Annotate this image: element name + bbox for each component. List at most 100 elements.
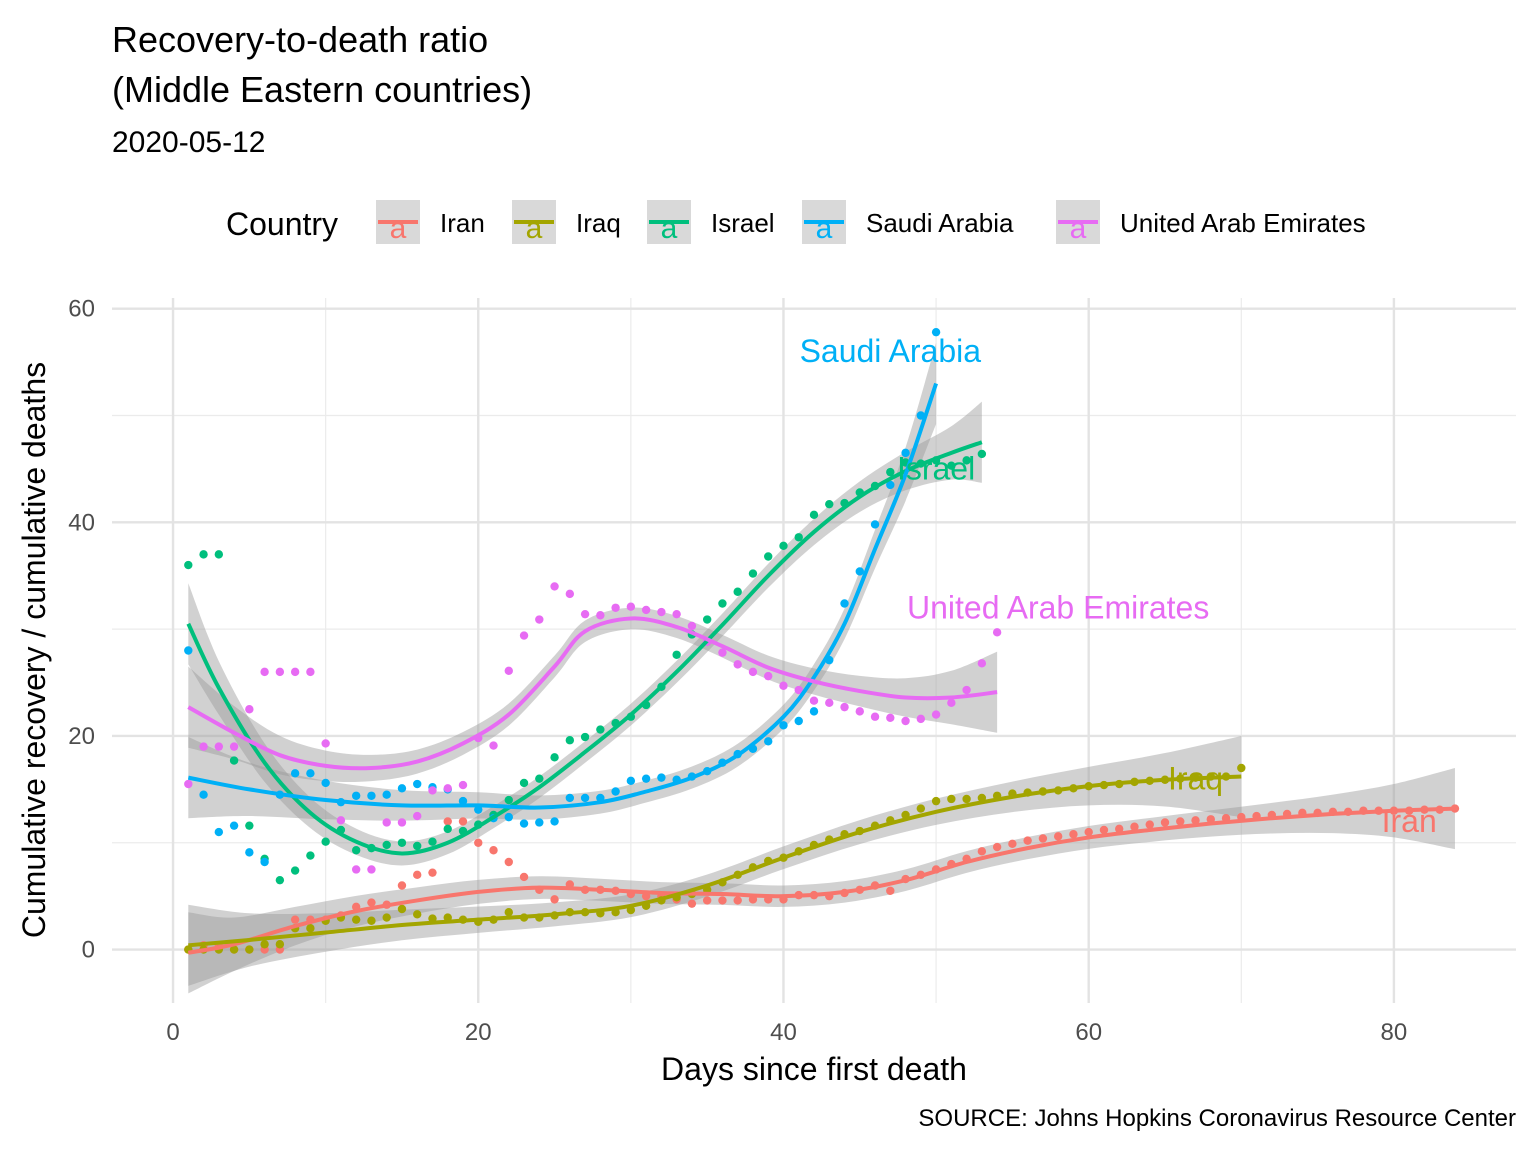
point-saudi-arabia: [809, 707, 819, 716]
point-united-arab-emirates: [535, 615, 544, 624]
point-united-arab-emirates: [657, 607, 666, 617]
point-israel: [535, 774, 544, 783]
point-united-arab-emirates: [397, 818, 407, 827]
point-iraq: [306, 924, 315, 933]
point-israel: [428, 837, 437, 846]
point-iraq: [260, 940, 269, 949]
point-iraq: [962, 794, 971, 804]
point-saudi-arabia: [474, 805, 483, 814]
point-united-arab-emirates: [596, 611, 605, 620]
point-iran: [687, 899, 697, 908]
point-israel: [519, 778, 529, 788]
legend-item-iraq: a Iraq: [512, 200, 621, 245]
point-iraq: [229, 945, 239, 954]
point-united-arab-emirates: [413, 811, 422, 821]
point-saudi-arabia: [260, 857, 269, 867]
x-tick-label: 40: [770, 1019, 797, 1046]
legend-key-glyph: a: [390, 212, 407, 245]
point-united-arab-emirates: [764, 671, 773, 681]
point-united-arab-emirates: [901, 716, 910, 726]
point-iraq: [245, 945, 254, 954]
legend-item-saudi-arabia: a Saudi Arabia: [802, 200, 1014, 245]
point-united-arab-emirates: [275, 667, 285, 677]
point-iran: [1145, 820, 1154, 829]
point-saudi-arabia: [245, 848, 254, 857]
point-israel: [718, 599, 727, 608]
point-saudi-arabia: [626, 776, 636, 786]
point-iran: [1053, 832, 1063, 841]
point-united-arab-emirates: [184, 779, 193, 789]
point-israel: [184, 560, 193, 570]
point-israel: [886, 467, 895, 477]
point-iran: [428, 868, 437, 877]
point-israel: [550, 753, 559, 762]
point-united-arab-emirates: [519, 631, 529, 640]
point-iran: [718, 896, 727, 905]
point-united-arab-emirates: [886, 713, 895, 722]
point-saudi-arabia: [886, 480, 895, 490]
point-united-arab-emirates: [947, 698, 956, 708]
point-united-arab-emirates: [321, 739, 330, 748]
smooth-line-iraq: [188, 774, 1242, 948]
chart-title-line1: Recovery-to-death ratio: [112, 19, 488, 60]
y-tick-label: 60: [68, 296, 95, 323]
point-united-arab-emirates: [367, 865, 376, 874]
point-israel: [397, 838, 407, 847]
point-united-arab-emirates: [931, 710, 941, 719]
point-israel: [733, 587, 742, 596]
point-iran: [1191, 816, 1200, 825]
point-united-arab-emirates: [336, 816, 346, 825]
point-saudi-arabia: [855, 567, 864, 576]
smooth-lines: [186, 382, 1456, 955]
point-saudi-arabia: [550, 817, 559, 826]
series-label-iraq: Iraq: [1168, 760, 1223, 796]
legend-item-iran: a Iran: [376, 200, 485, 245]
smooth-line-iran: [187, 806, 1456, 955]
point-iraq: [947, 794, 956, 804]
series-label-united-arab-emirates: United Arab Emirates: [907, 589, 1209, 625]
point-israel: [306, 851, 315, 860]
point-saudi-arabia: [306, 769, 315, 778]
grid-lines: [112, 298, 1516, 1003]
point-iran: [1099, 825, 1109, 835]
point-israel: [779, 541, 788, 551]
point-iran: [1130, 822, 1139, 831]
point-iran: [367, 898, 376, 907]
point-saudi-arabia: [351, 791, 361, 800]
point-united-arab-emirates: [718, 648, 727, 657]
x-axis-ticks: 0 20 40 60 80: [166, 1019, 1407, 1046]
band-united-arab-emirates: [188, 607, 998, 783]
point-united-arab-emirates: [916, 714, 926, 724]
legend-item-united-arab-emirates: a United Arab Emirates: [1056, 200, 1366, 245]
point-united-arab-emirates: [580, 609, 590, 619]
point-israel: [977, 449, 987, 459]
point-united-arab-emirates: [489, 741, 498, 750]
point-saudi-arabia: [199, 790, 208, 799]
point-united-arab-emirates: [672, 609, 681, 619]
point-united-arab-emirates: [351, 865, 361, 874]
point-israel: [229, 756, 239, 765]
legend: Country a Iran a Iraq a Israel a Saudi Arabia a U…: [226, 200, 1366, 245]
smooth-line-saudi-arabia: [187, 382, 938, 810]
point-united-arab-emirates: [779, 681, 788, 690]
point-saudi-arabia: [901, 448, 910, 458]
point-iran: [1084, 827, 1093, 837]
point-israel: [596, 725, 605, 734]
point-iraq: [413, 910, 422, 919]
point-iraq: [931, 796, 941, 806]
x-tick-label: 0: [166, 1019, 179, 1046]
point-saudi-arabia: [535, 818, 544, 827]
y-axis-ticks: 0 20 40 60: [68, 296, 95, 964]
point-saudi-arabia: [504, 812, 513, 822]
point-united-arab-emirates: [199, 742, 208, 751]
point-saudi-arabia: [519, 819, 529, 828]
legend-title: Country: [226, 206, 338, 242]
point-united-arab-emirates: [992, 628, 1002, 637]
point-israel: [290, 866, 300, 875]
point-saudi-arabia: [565, 793, 575, 803]
point-israel: [321, 837, 330, 846]
point-iran: [474, 838, 483, 847]
point-united-arab-emirates: [641, 605, 651, 615]
